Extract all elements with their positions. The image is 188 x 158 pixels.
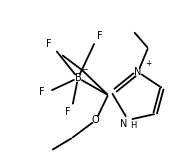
Text: H: H — [130, 121, 136, 130]
Text: F: F — [39, 87, 45, 97]
Text: N: N — [120, 119, 128, 129]
Text: O: O — [91, 115, 99, 125]
Text: −: − — [81, 66, 87, 75]
Text: F: F — [97, 31, 103, 41]
Text: B: B — [75, 73, 81, 83]
Text: F: F — [46, 39, 52, 49]
Text: +: + — [145, 60, 151, 69]
Text: F: F — [65, 107, 71, 117]
Text: N: N — [134, 67, 142, 77]
